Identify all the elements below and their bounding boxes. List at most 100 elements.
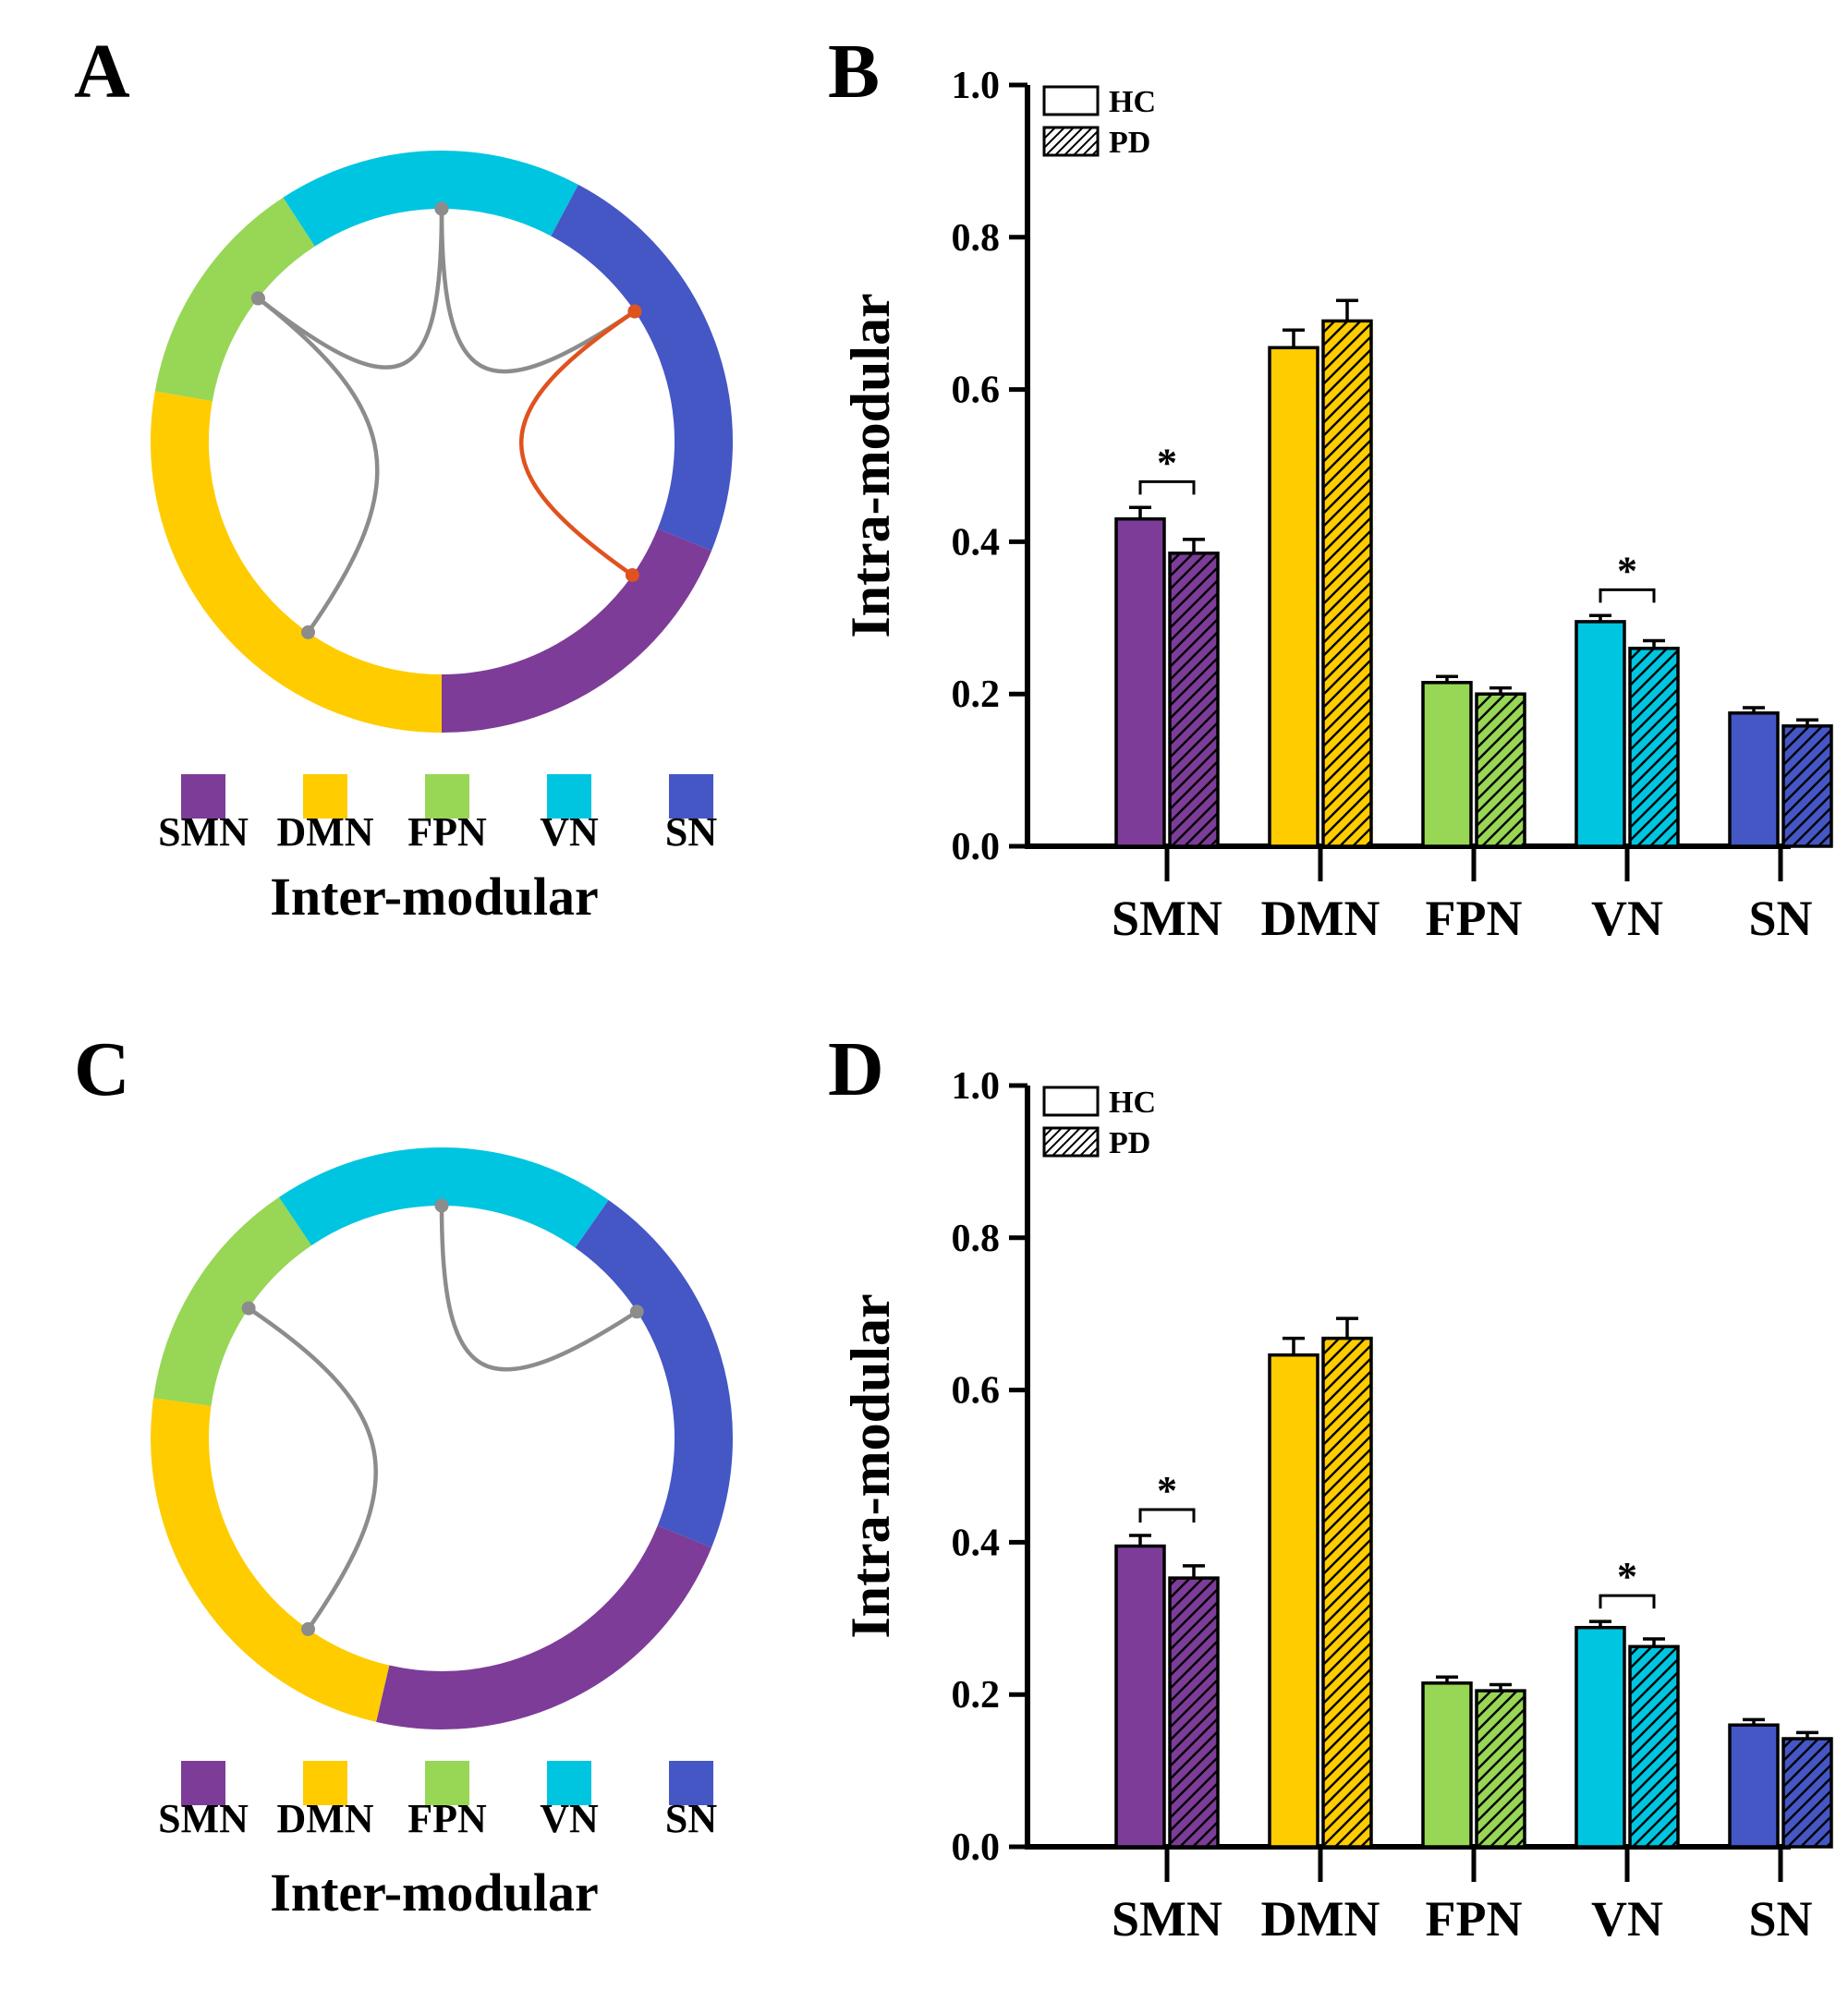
ring-segment-vn	[283, 151, 578, 247]
connection-node	[241, 1301, 256, 1316]
connection-node	[301, 1621, 315, 1636]
y-tick-label: 0.4	[952, 1522, 1001, 1564]
connection-node	[434, 201, 449, 216]
ring-segment-dmn	[151, 391, 443, 733]
legend-swatch-sn	[669, 774, 713, 819]
bar-pd-vn	[1628, 1644, 1680, 1849]
legend-label-smn: SMN	[158, 809, 249, 855]
bar-pd-fpn	[1475, 692, 1526, 848]
bar-chart-b: 0.0 0.2 0.4 0.6 0.8 1.0 Intra-modular SMN DMN FPN…	[828, 29, 1833, 946]
significance-marker: *	[1617, 548, 1637, 593]
legend-label-pd: PD	[1109, 126, 1150, 160]
x-tick-label-vn: VN	[1591, 891, 1663, 946]
bar-pd-smn	[1168, 1576, 1220, 1849]
connection-sn-smn	[518, 309, 637, 577]
bar-pd-sn	[1781, 1737, 1833, 1849]
panel-letter: C	[74, 1026, 130, 1112]
connection-vn-sn	[439, 1205, 638, 1372]
ring-segment-smn	[376, 1525, 712, 1729]
legend-label-vn: VN	[540, 809, 599, 855]
x-tick-label-vn: VN	[1591, 1891, 1663, 1947]
ring-segment-fpn	[153, 1196, 312, 1407]
y-tick-label: 0.6	[952, 370, 1001, 412]
significance-bracket	[1138, 1508, 1196, 1523]
legend-swatch-fpn	[425, 774, 469, 819]
legend-swatch-hc	[1042, 1086, 1100, 1117]
bar-pd-dmn	[1321, 1336, 1373, 1849]
legend-swatch-hc	[1042, 85, 1100, 116]
x-tick-label-smn: SMN	[1112, 891, 1222, 946]
legend-label-vn: VN	[540, 1796, 599, 1841]
connection-vn-fpn	[257, 208, 444, 370]
bar-hc-vn	[1574, 1625, 1626, 1849]
bar-hc-sn	[1728, 1723, 1780, 1849]
y-tick-label: 0.8	[952, 217, 1001, 260]
y-tick-label: 1.0	[952, 65, 1001, 107]
x-tick-label-fpn: FPN	[1426, 891, 1523, 946]
significance-marker: *	[1617, 1554, 1637, 1599]
bar-hc-smn	[1114, 1544, 1166, 1849]
ring-segment-vn	[278, 1147, 609, 1248]
bar-pd-dmn	[1321, 319, 1373, 848]
legend-label-fpn: FPN	[407, 1796, 487, 1841]
y-tick-label: 0.6	[952, 1370, 1001, 1413]
chord-caption: Inter-modular	[270, 867, 598, 927]
panel-letter: A	[74, 29, 130, 115]
connection-node	[250, 291, 265, 306]
y-tick-label: 0.0	[952, 826, 1001, 868]
bar-pd-fpn	[1475, 1689, 1526, 1849]
connection-vn-sn	[439, 208, 637, 374]
bar-pd-sn	[1781, 724, 1833, 848]
x-tick-label-sn: SN	[1748, 1891, 1812, 1947]
bar-hc-fpn	[1421, 1681, 1473, 1849]
legend-label-pd: PD	[1109, 1126, 1150, 1160]
legend-swatch-smn	[181, 1761, 225, 1805]
legend-label-sn: SN	[665, 809, 717, 855]
x-tick-label-smn: SMN	[1112, 1891, 1222, 1947]
legend-label-dmn: DMN	[276, 809, 373, 855]
legend-swatch-smn	[181, 774, 225, 819]
bar-pd-smn	[1168, 552, 1220, 848]
significance-bracket	[1599, 1594, 1656, 1609]
legend-swatch-sn	[669, 1761, 713, 1805]
ring-segment-fpn	[154, 197, 316, 402]
connection-node	[434, 1198, 449, 1213]
significance-bracket	[1138, 479, 1196, 495]
legend-swatch-vn	[547, 774, 591, 819]
panel-letter: D	[828, 1026, 884, 1112]
chord-diagram-c: SMN DMN FPN VN SN Inter-modular C	[74, 1026, 734, 1923]
legend-swatch-vn	[547, 1761, 591, 1805]
bar-chart-d: 0.0 0.2 0.4 0.6 0.8 1.0 Intra-modular SMN DMN FPN…	[828, 1026, 1833, 1947]
y-tick-label: 0.4	[952, 521, 1001, 564]
ring-segment-sn	[550, 184, 734, 551]
bar-hc-smn	[1114, 516, 1166, 848]
x-tick-label-sn: SN	[1748, 891, 1812, 946]
y-tick-label: 0.0	[952, 1826, 1001, 1869]
legend-swatch-pd	[1042, 126, 1100, 157]
y-tick-label: 0.2	[952, 673, 1001, 716]
y-axis-label: Intra-modular	[840, 293, 901, 637]
bar-hc-sn	[1728, 711, 1780, 848]
connection-node	[625, 568, 639, 582]
chord-caption: Inter-modular	[270, 1862, 598, 1923]
x-tick-label-dmn: DMN	[1261, 1891, 1380, 1947]
legend-swatch-dmn	[303, 1761, 347, 1805]
bar-pd-vn	[1628, 647, 1680, 848]
legend-label-fpn: FPN	[407, 809, 487, 855]
legend-swatch-pd	[1042, 1126, 1100, 1158]
y-tick-label: 0.2	[952, 1674, 1001, 1717]
bar-hc-dmn	[1268, 346, 1319, 848]
legend-label-dmn: DMN	[276, 1796, 373, 1841]
bar-hc-vn	[1574, 620, 1626, 848]
y-tick-label: 0.8	[952, 1218, 1001, 1260]
connection-fpn-dmn	[257, 297, 380, 634]
bar-hc-fpn	[1421, 681, 1473, 848]
significance-marker: *	[1157, 1468, 1177, 1513]
legend-label-hc: HC	[1109, 1086, 1156, 1120]
y-tick-label: 1.0	[952, 1065, 1001, 1108]
chord-diagram-a: SMN DMN FPN VN SN Inter-modular A	[74, 29, 734, 927]
legend-label-hc: HC	[1109, 85, 1156, 119]
ring-segment-dmn	[151, 1398, 390, 1722]
panel-letter: B	[828, 29, 880, 115]
